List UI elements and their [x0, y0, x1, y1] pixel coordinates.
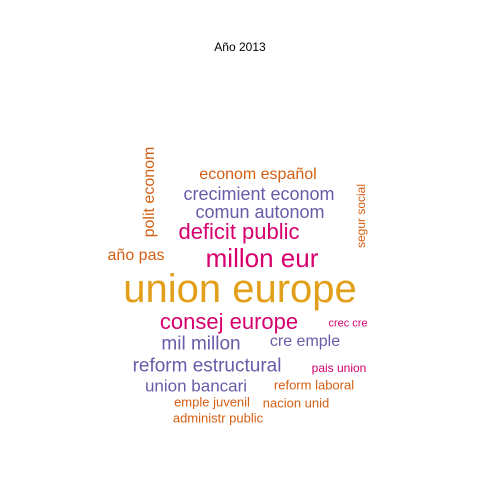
word-comun-autonom: comun autonom — [195, 202, 325, 222]
word-segur-social: segur social — [354, 183, 368, 249]
word-millon-eur: millon eur — [205, 243, 319, 273]
word-union-europe: union europe — [123, 267, 357, 311]
word-consej-europe: consej europe — [159, 309, 299, 334]
word-pais-union: pais union — [311, 361, 367, 375]
chart-title: Año 2013 — [214, 40, 266, 54]
word-crecimient-econom: crecimient econom — [183, 184, 335, 204]
word-emple-juvenil: emple juvenil — [174, 394, 250, 410]
word-mil-millon: mil millon — [161, 333, 241, 355]
word-crec-cre: crec cre — [328, 317, 368, 330]
word-reform-laboral: reform laboral — [273, 377, 355, 393]
word-union-bancari: union bancari — [144, 376, 248, 396]
word-polit-econom: polit econom — [141, 146, 158, 238]
word-nacion-unid: nacion unid — [262, 395, 330, 411]
word-administr-public: administr public — [172, 410, 264, 426]
word-ano-pas: año pas — [107, 247, 165, 264]
word-deficit-public: deficit public — [178, 219, 300, 244]
word-econom-espanol: econom español — [199, 166, 317, 183]
word-cre-emple: cre emple — [269, 333, 341, 350]
word-reform-estructural: reform estructural — [132, 355, 282, 377]
